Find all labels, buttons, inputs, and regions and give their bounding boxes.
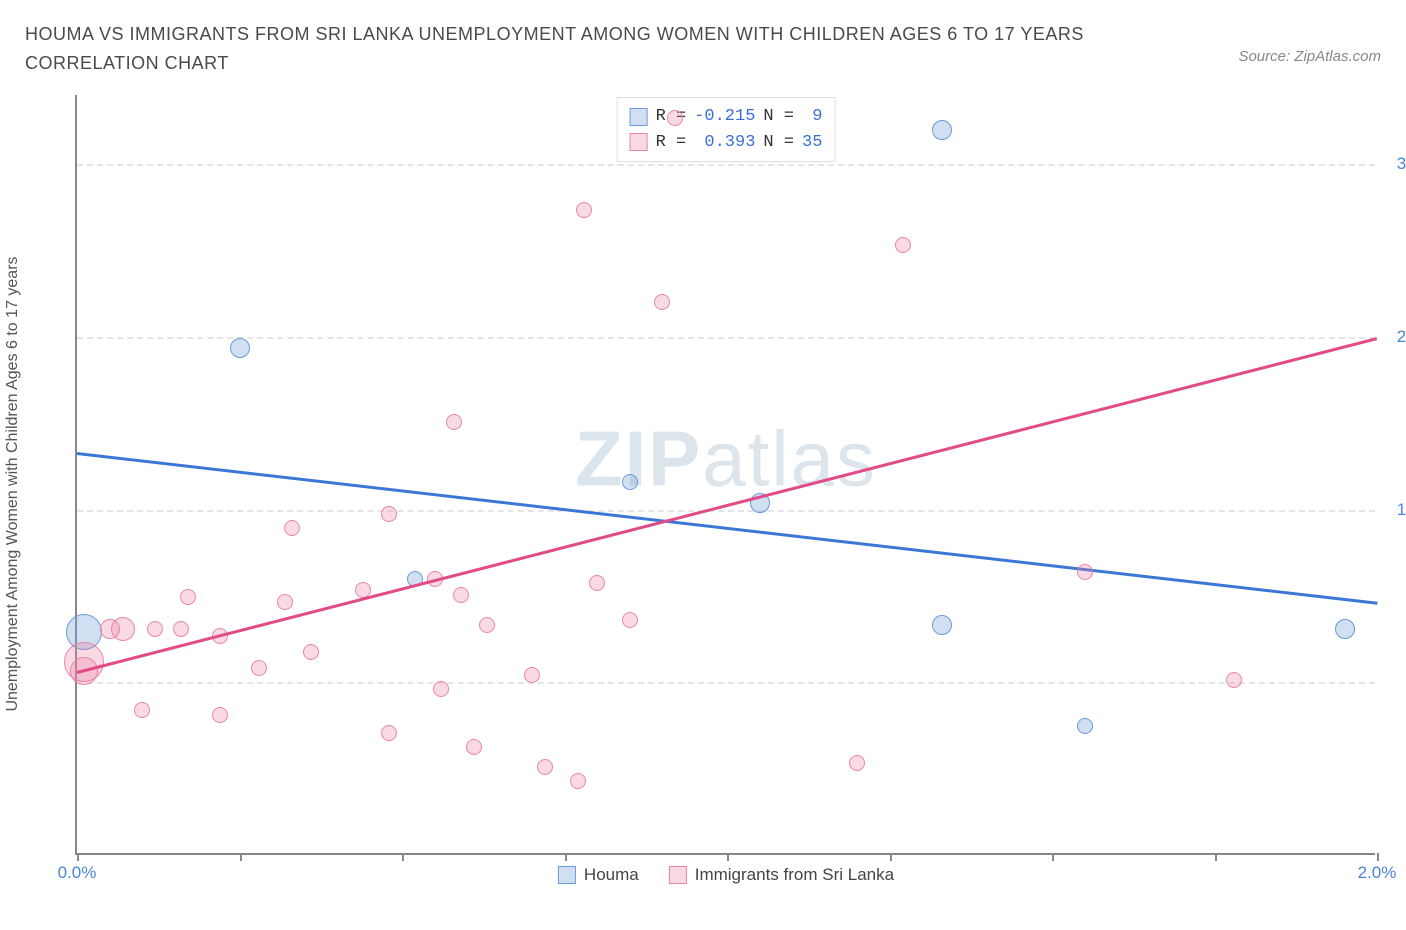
data-point bbox=[147, 621, 163, 637]
data-point bbox=[284, 520, 300, 536]
data-point bbox=[303, 644, 319, 660]
legend-swatch bbox=[558, 866, 576, 884]
data-point bbox=[667, 110, 683, 126]
x-tick bbox=[402, 853, 404, 861]
x-tick bbox=[240, 853, 242, 861]
data-point bbox=[895, 237, 911, 253]
gridline bbox=[77, 164, 1375, 166]
source-label: Source: ZipAtlas.com bbox=[1238, 48, 1381, 65]
data-point bbox=[433, 681, 449, 697]
plot-area: ZIPatlas R = -0.215 N = 9R = 0.393 N = 3… bbox=[75, 95, 1375, 855]
watermark: ZIPatlas bbox=[575, 413, 877, 504]
data-point bbox=[277, 594, 293, 610]
data-point bbox=[932, 120, 952, 140]
data-point bbox=[479, 617, 495, 633]
data-point bbox=[381, 506, 397, 522]
data-point bbox=[589, 575, 605, 591]
data-point bbox=[622, 474, 638, 490]
trend-line bbox=[77, 337, 1378, 674]
data-point bbox=[1077, 564, 1093, 580]
data-point bbox=[622, 612, 638, 628]
x-tick bbox=[77, 853, 79, 861]
data-point bbox=[212, 707, 228, 723]
data-point bbox=[1226, 672, 1242, 688]
data-point bbox=[446, 414, 462, 430]
data-point bbox=[111, 617, 135, 641]
legend-swatch bbox=[630, 108, 648, 126]
trend-line bbox=[77, 452, 1377, 605]
legend-stat-row: R = -0.215 N = 9 bbox=[630, 104, 823, 130]
data-point bbox=[230, 338, 250, 358]
data-point bbox=[251, 660, 267, 676]
legend-label: Houma bbox=[584, 865, 639, 885]
data-point bbox=[466, 739, 482, 755]
data-point bbox=[849, 755, 865, 771]
data-point bbox=[173, 621, 189, 637]
gridline bbox=[77, 510, 1375, 512]
data-point bbox=[932, 615, 952, 635]
gridline bbox=[77, 337, 1375, 339]
legend-item: Houma bbox=[558, 865, 639, 885]
data-point bbox=[381, 725, 397, 741]
y-tick-label: 15.0% bbox=[1397, 500, 1406, 520]
x-tick bbox=[565, 853, 567, 861]
data-point bbox=[134, 702, 150, 718]
gridline bbox=[77, 682, 1375, 684]
data-point bbox=[570, 773, 586, 789]
data-point bbox=[524, 667, 540, 683]
x-tick bbox=[890, 853, 892, 861]
data-point bbox=[576, 202, 592, 218]
x-tick bbox=[1052, 853, 1054, 861]
x-tick-label: 2.0% bbox=[1358, 863, 1397, 883]
chart-container: Unemployment Among Women with Children A… bbox=[25, 95, 1385, 895]
legend-stats: R = -0.215 N = 9R = 0.393 N = 35 bbox=[617, 97, 836, 162]
data-point bbox=[1077, 718, 1093, 734]
data-point bbox=[1335, 619, 1355, 639]
x-tick bbox=[1377, 853, 1379, 861]
legend-swatch bbox=[630, 133, 648, 151]
legend-series: Houma Immigrants from Sri Lanka bbox=[558, 865, 894, 885]
data-point bbox=[537, 759, 553, 775]
x-tick bbox=[1215, 853, 1217, 861]
legend-item: Immigrants from Sri Lanka bbox=[669, 865, 894, 885]
chart-title: HOUMA VS IMMIGRANTS FROM SRI LANKA UNEMP… bbox=[25, 20, 1145, 78]
data-point bbox=[453, 587, 469, 603]
y-tick-label: 30.0% bbox=[1397, 154, 1406, 174]
legend-stat-row: R = 0.393 N = 35 bbox=[630, 130, 823, 156]
data-point bbox=[654, 294, 670, 310]
x-tick-label: 0.0% bbox=[58, 863, 97, 883]
data-point bbox=[180, 589, 196, 605]
x-tick bbox=[727, 853, 729, 861]
legend-label: Immigrants from Sri Lanka bbox=[695, 865, 894, 885]
legend-swatch bbox=[669, 866, 687, 884]
y-tick-label: 22.5% bbox=[1397, 327, 1406, 347]
